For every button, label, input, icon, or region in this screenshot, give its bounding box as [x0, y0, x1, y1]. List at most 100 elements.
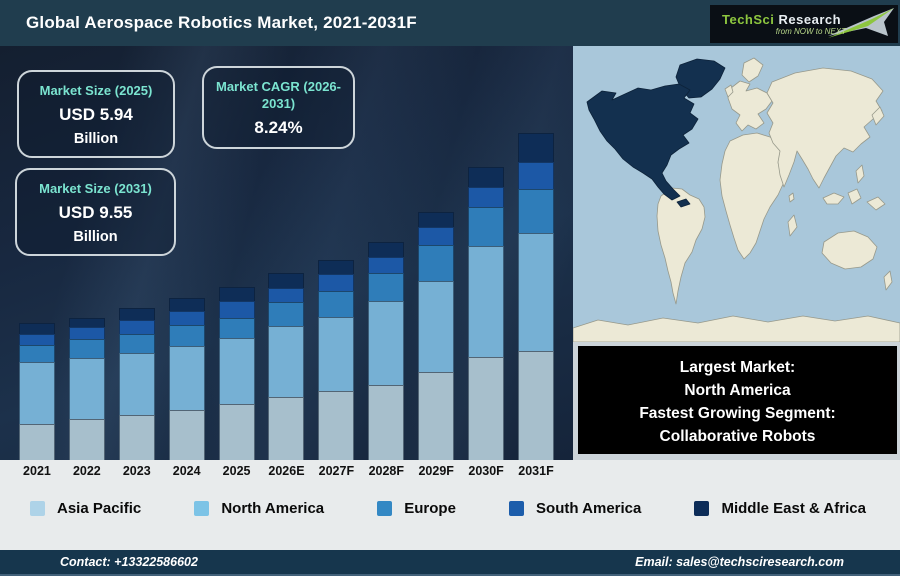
- bar-segment-north-america: [518, 233, 555, 351]
- bar-segment-south-america: [418, 227, 455, 245]
- bar-slot-2023: [112, 120, 162, 460]
- legend-label: Asia Pacific: [57, 500, 142, 517]
- bar-segment-north-america: [268, 326, 305, 397]
- legend-item-north-america: North America: [194, 500, 324, 517]
- bar-segment-europe: [418, 245, 455, 281]
- callout-line: Fastest Growing Segment:: [639, 405, 836, 422]
- stat-unit: Billion: [73, 131, 119, 147]
- bar-2027F: [318, 260, 355, 460]
- bar-segment-middle-east-africa: [18, 323, 55, 334]
- legend-swatch: [377, 501, 393, 516]
- bar-slot-2029F: [411, 120, 461, 460]
- bar-segment-middle-east-africa: [368, 242, 405, 257]
- year-axis: 2021 2022 2023 2024 2025 2026E 2027F 2028F 2029F…: [0, 464, 573, 478]
- logo-brand-text: TechSci Research: [722, 12, 841, 27]
- map-land: [573, 57, 900, 342]
- stat-label: Market Size (2031): [39, 181, 152, 196]
- bar-segment-south-america: [368, 257, 405, 273]
- bar-segment-europe: [168, 325, 205, 346]
- logo-brand-techsci: TechSci: [722, 12, 775, 27]
- bar-2026E: [268, 273, 305, 460]
- logo-tagline: from NOW to NEXT: [775, 27, 846, 36]
- legend-label: North America: [221, 500, 325, 517]
- bar-slot-2027F: [311, 120, 361, 460]
- bar-segment-asia-pacific: [368, 385, 405, 460]
- legend-item-south-america: South America: [509, 500, 641, 517]
- legend-item-europe: Europe: [377, 500, 456, 517]
- bar-segment-north-america: [68, 358, 105, 419]
- stat-value: 8.24%: [254, 118, 303, 137]
- legend-swatch: [30, 501, 45, 516]
- stat-value: USD 5.94: [59, 105, 133, 124]
- bar-segment-north-america: [18, 362, 55, 424]
- bar-segment-south-america: [68, 327, 105, 339]
- footer-contact: Contact: +13322586602: [60, 555, 198, 569]
- bar-segment-middle-east-africa: [468, 167, 505, 187]
- bar-segment-middle-east-africa: [68, 318, 105, 327]
- legend-label: Middle East & Africa: [721, 500, 866, 517]
- bar-slot-2024: [162, 120, 212, 460]
- bar-segment-asia-pacific: [118, 415, 155, 460]
- legend-swatch: [694, 501, 710, 516]
- bar-segment-north-america: [418, 281, 455, 372]
- bar-segment-europe: [468, 207, 505, 246]
- bar-segment-asia-pacific: [318, 391, 355, 460]
- map-north-america-highlight: [586, 58, 726, 208]
- bar-segment-asia-pacific: [18, 424, 55, 460]
- callout-line: Largest Market:: [679, 359, 796, 376]
- bar-segment-south-america: [118, 320, 155, 334]
- bar-chart: [0, 120, 573, 460]
- logo-brand-research: Research: [778, 12, 842, 27]
- stat-box-market-cagr: Market CAGR (2026-2031) 8.24%: [202, 66, 355, 149]
- legend-item-middle-east-africa: Middle East & Africa: [694, 500, 866, 517]
- bar-slot-2028F: [361, 120, 411, 460]
- bar-segment-middle-east-africa: [118, 308, 155, 320]
- axis-label-2029F: 2029F: [418, 464, 454, 478]
- bar-segment-middle-east-africa: [518, 133, 555, 162]
- legend-swatch: [509, 501, 525, 516]
- axis-label-2030F: 2030F: [468, 464, 504, 478]
- bar-segment-asia-pacific: [268, 397, 305, 460]
- bar-segment-north-america: [468, 246, 505, 357]
- footer-email: Email: sales@techsciresearch.com: [635, 555, 844, 569]
- bar-2025: [218, 287, 255, 460]
- bar-2023: [118, 308, 155, 460]
- bar-segment-middle-east-africa: [268, 273, 305, 288]
- bar-segment-north-america: [168, 346, 205, 410]
- bar-slot-2022: [62, 120, 112, 460]
- bottom-strip: 2021 2022 2023 2024 2025 2026E 2027F 2028F 2029F…: [0, 460, 900, 550]
- legend-label: Europe: [404, 500, 456, 517]
- stat-label: Market Size (2025): [39, 83, 153, 98]
- stat-box-market-size-2025: Market Size (2025) USD 5.94 Billion: [17, 70, 175, 158]
- axis-label-2021: 2021: [23, 464, 51, 478]
- bar-segment-europe: [518, 189, 555, 233]
- chart-panel: Market Size (2025) USD 5.94 Billion Mark…: [0, 46, 573, 460]
- bar-slot-2021: [12, 120, 62, 460]
- bar-segment-europe: [368, 273, 405, 301]
- bar-segment-middle-east-africa: [318, 260, 355, 274]
- bar-segment-europe: [268, 302, 305, 326]
- page-title: Global Aerospace Robotics Market, 2021-2…: [26, 13, 417, 32]
- bar-segment-middle-east-africa: [168, 298, 205, 311]
- stat-value: USD 9.55: [58, 203, 133, 222]
- axis-label-2022: 2022: [72, 464, 101, 478]
- bar-slot-2026E: [262, 120, 312, 460]
- axis-label-2025: 2025: [222, 464, 251, 478]
- stat-box-market-size-2031: Market Size (2031) USD 9.55 Billion: [15, 168, 176, 256]
- bar-2029F: [418, 212, 455, 460]
- techsci-logo: TechSci Research from NOW to NEXT: [710, 5, 898, 43]
- bar-segment-europe: [218, 318, 255, 338]
- bar-2022: [68, 318, 105, 460]
- bar-slot-2025: [212, 120, 262, 460]
- bar-segment-europe: [18, 345, 55, 362]
- bar-segment-north-america: [318, 317, 355, 391]
- bar-segment-asia-pacific: [218, 404, 255, 460]
- right-column: Largest Market: North America Fastest Gr…: [573, 46, 900, 460]
- bar-segment-asia-pacific: [168, 410, 205, 460]
- legend-item-asia-pacific: Asia Pacific: [30, 500, 141, 517]
- header-bar: Global Aerospace Robotics Market, 2021-2…: [0, 0, 900, 46]
- bar-segment-south-america: [468, 187, 505, 207]
- axis-label-2026E: 2026E: [268, 464, 305, 478]
- bar-segment-asia-pacific: [518, 351, 555, 460]
